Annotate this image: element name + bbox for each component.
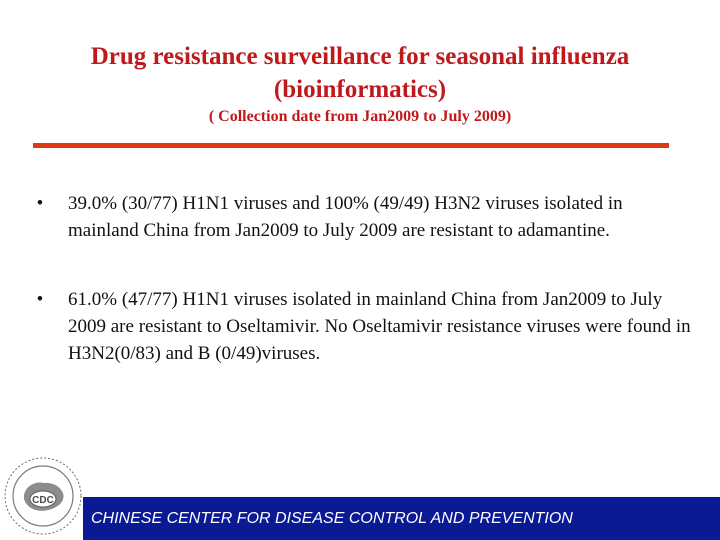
footer-text: CHINESE CENTER FOR DISEASE CONTROL AND P… [91,510,573,527]
bullet-marker: • [36,289,44,310]
bullet-item: • 39.0% (30/77) H1N1 viruses and 100% (4… [30,190,695,244]
bullet-text: 39.0% (30/77) H1N1 viruses and 100% (49/… [68,193,623,241]
footer-bar: CHINESE CENTER FOR DISEASE CONTROL AND P… [83,497,720,540]
bullet-item: • 61.0% (47/77) H1N1 viruses isolated in… [30,286,695,367]
title-line-2: (bioinformatics) [273,76,447,103]
slide-subtitle: ( Collection date from Jan2009 to July 2… [208,108,512,125]
bullet-list: • 39.0% (30/77) H1N1 viruses and 100% (4… [30,190,695,409]
title-divider [33,143,669,148]
bullet-text: 61.0% (47/77) H1N1 viruses isolated in m… [68,289,691,364]
slide-title: Drug resistance surveillance for seasona… [40,40,680,106]
logo-text: CDC [32,495,54,506]
china-cdc-logo: CDC [4,457,82,535]
title-line-1: Drug resistance surveillance for seasona… [90,43,630,70]
bullet-marker: • [36,193,44,214]
